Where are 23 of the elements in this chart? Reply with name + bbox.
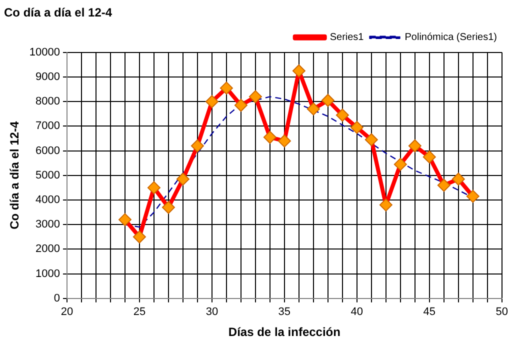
x-axis-title: Días de la infección [228, 325, 340, 340]
y-tick-label: 0 [54, 292, 60, 304]
x-tick-label: 20 [60, 306, 74, 318]
chart-title: Co día a día el 12-4 [4, 6, 112, 20]
y-tick-label: 8000 [36, 96, 60, 108]
x-tick-label: 45 [423, 306, 436, 318]
y-tick-label: 4000 [36, 194, 60, 206]
x-tick-label: 40 [350, 306, 364, 318]
y-tick-label: 2000 [36, 243, 60, 256]
y-tick-label: 6000 [36, 144, 60, 157]
y-tick-label: 3000 [36, 218, 60, 231]
x-tick-label: 50 [496, 306, 508, 318]
x-tick-label: 25 [133, 306, 146, 318]
legend-label: Polinómica (Series1) [404, 32, 498, 44]
y-tick-label: 1000 [36, 268, 60, 280]
y-tick-label: 9000 [36, 71, 60, 84]
legend-label: Series1 [330, 32, 364, 44]
y-axis-title: Co día a día el 12-4 [8, 121, 22, 230]
y-tick-label: 7000 [36, 120, 60, 132]
y-tick-label: 5000 [36, 169, 60, 182]
x-tick-label: 35 [278, 306, 291, 318]
y-tick-label: 10000 [29, 46, 60, 58]
x-tick-label: 30 [206, 306, 218, 318]
